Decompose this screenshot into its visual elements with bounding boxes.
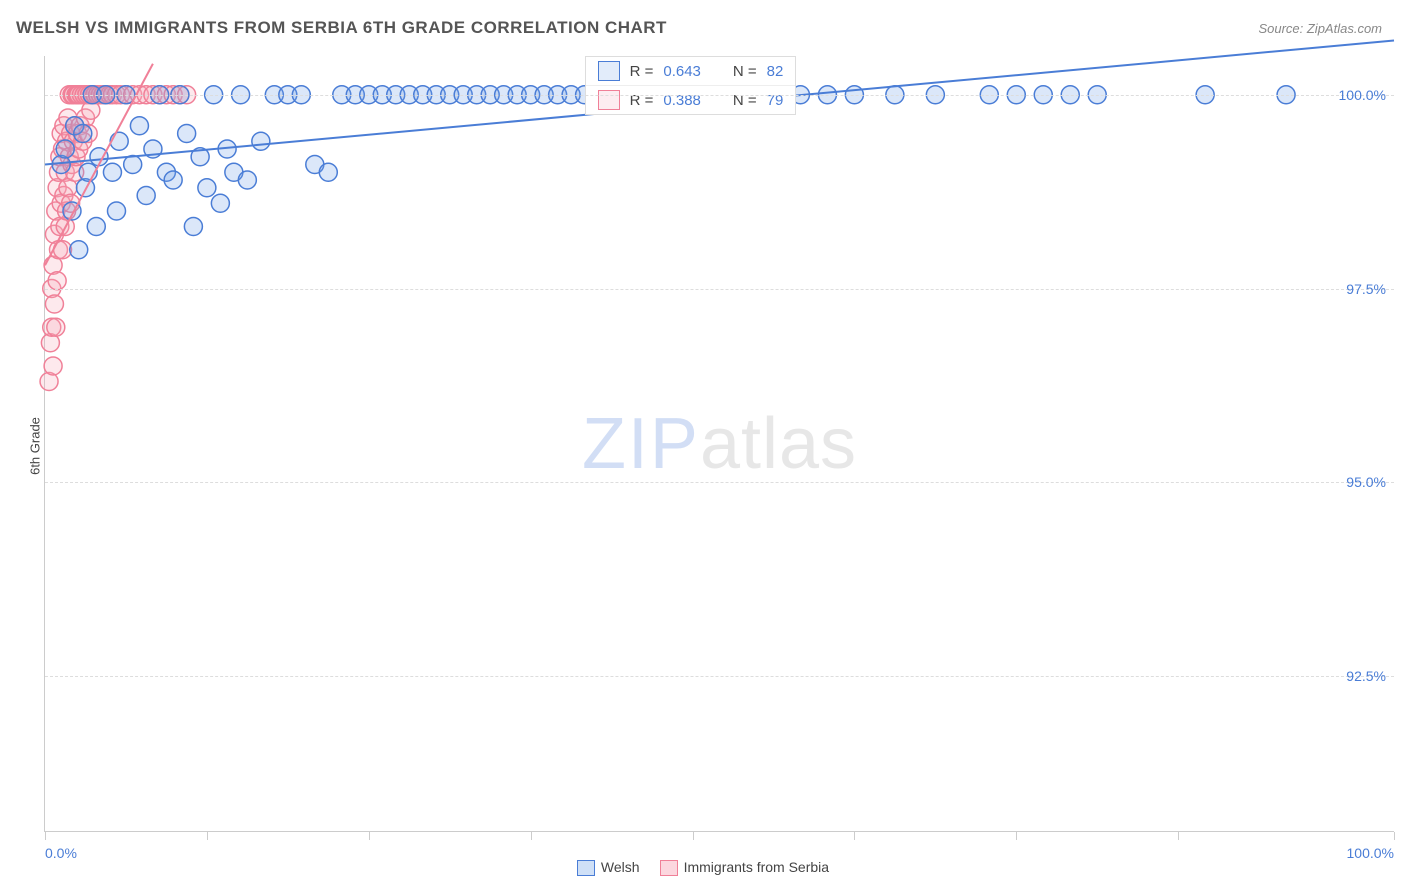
gridline (45, 95, 1394, 96)
data-point (252, 132, 270, 150)
series-legend: Welsh Immigrants from Serbia (0, 859, 1406, 876)
gridline (45, 676, 1394, 677)
data-point (44, 357, 62, 375)
data-point (238, 171, 256, 189)
data-point (56, 140, 74, 158)
gridline (45, 482, 1394, 483)
data-point (211, 194, 229, 212)
n-value: 82 (767, 63, 784, 80)
data-point (87, 218, 105, 236)
source-label: Source: ZipAtlas.com (1258, 21, 1382, 36)
n-label: N = (733, 63, 757, 80)
legend-swatch (577, 860, 595, 876)
data-point (137, 187, 155, 205)
data-point (130, 117, 148, 135)
legend-label: Welsh (601, 859, 640, 875)
data-point (124, 156, 142, 174)
x-tick (207, 832, 208, 840)
legend-item: Welsh (577, 859, 640, 876)
header: WELSH VS IMMIGRANTS FROM SERBIA 6TH GRAD… (0, 0, 1406, 46)
data-point (319, 163, 337, 181)
corr-legend-row: R = 0.388N = 79 (586, 86, 796, 114)
data-point (110, 132, 128, 150)
y-axis-label: 6th Grade (27, 417, 42, 475)
x-tick (1178, 832, 1179, 840)
chart-svg (45, 56, 1394, 831)
data-point (47, 318, 65, 336)
legend-swatch (660, 860, 678, 876)
r-label: R = (630, 63, 654, 80)
x-tick (854, 832, 855, 840)
legend-label: Immigrants from Serbia (684, 859, 829, 875)
r-value: 0.643 (663, 63, 701, 80)
y-tick-label: 95.0% (1346, 474, 1386, 490)
data-point (103, 163, 121, 181)
data-point (74, 125, 92, 143)
legend-swatch (598, 61, 620, 81)
data-point (107, 202, 125, 220)
y-tick-label: 92.5% (1346, 668, 1386, 684)
chart-title: WELSH VS IMMIGRANTS FROM SERBIA 6TH GRAD… (16, 18, 667, 38)
data-point (45, 295, 63, 313)
data-point (198, 179, 216, 197)
legend-item: Immigrants from Serbia (660, 859, 829, 876)
chart-plot-area: ZIPatlas R = 0.643N = 82R = 0.388N = 79 … (44, 56, 1394, 832)
x-tick (1016, 832, 1017, 840)
y-tick-label: 97.5% (1346, 281, 1386, 297)
legend-swatch (598, 90, 620, 110)
data-point (70, 241, 88, 259)
x-tick (45, 832, 46, 840)
data-point (178, 125, 196, 143)
y-tick-label: 100.0% (1339, 87, 1386, 103)
data-point (184, 218, 202, 236)
x-tick (693, 832, 694, 840)
x-tick (531, 832, 532, 840)
correlation-legend: R = 0.643 N = 82 R = 0.388N = 79 (585, 56, 797, 115)
data-point (164, 171, 182, 189)
x-tick (1394, 832, 1395, 840)
corr-legend-row: R = 0.643 N = 82 (586, 57, 796, 86)
gridline (45, 289, 1394, 290)
x-tick (369, 832, 370, 840)
data-point (48, 272, 66, 290)
